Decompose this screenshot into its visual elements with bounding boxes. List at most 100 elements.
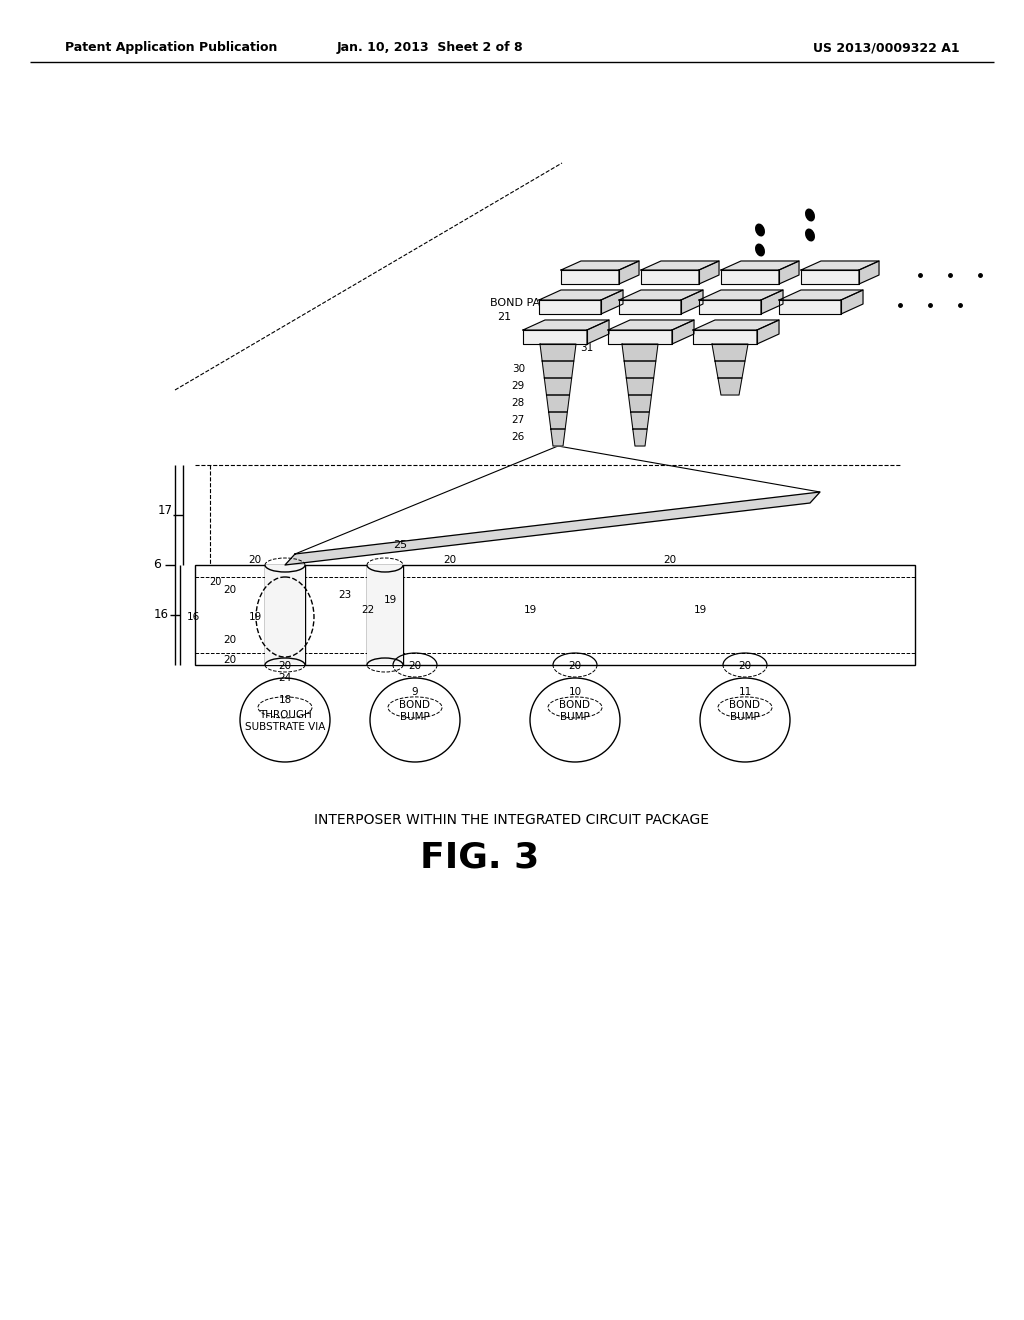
Text: 19: 19 <box>383 595 396 605</box>
Text: 22: 22 <box>361 605 375 615</box>
Text: 16: 16 <box>186 612 200 622</box>
Bar <box>195 565 915 665</box>
Text: 19: 19 <box>523 605 537 615</box>
Text: US 2013/0009322 A1: US 2013/0009322 A1 <box>813 41 961 54</box>
Polygon shape <box>618 300 681 314</box>
Text: 10: 10 <box>568 686 582 697</box>
Text: 20: 20 <box>409 661 422 671</box>
Text: 23: 23 <box>338 590 351 601</box>
Polygon shape <box>699 300 761 314</box>
Polygon shape <box>627 378 653 395</box>
Text: 27: 27 <box>512 414 525 425</box>
Text: 20: 20 <box>223 635 237 645</box>
Polygon shape <box>693 319 779 330</box>
Text: BUMP: BUMP <box>560 711 590 722</box>
Polygon shape <box>561 271 618 284</box>
Polygon shape <box>539 290 623 300</box>
Text: 28: 28 <box>512 399 525 408</box>
Ellipse shape <box>806 230 814 240</box>
Text: 20: 20 <box>279 661 292 671</box>
Polygon shape <box>622 345 658 360</box>
Text: 31: 31 <box>580 343 593 352</box>
Text: 20: 20 <box>209 577 221 587</box>
Polygon shape <box>757 319 779 345</box>
Text: SUBSTRATE VIA: SUBSTRATE VIA <box>245 722 326 733</box>
Text: BOND: BOND <box>559 700 591 710</box>
Bar <box>367 565 403 665</box>
Text: 20: 20 <box>664 554 677 565</box>
Polygon shape <box>859 261 879 284</box>
Polygon shape <box>618 261 639 284</box>
Polygon shape <box>539 300 601 314</box>
Ellipse shape <box>700 678 790 762</box>
Text: FIG. 3: FIG. 3 <box>421 841 540 875</box>
Text: THROUGH: THROUGH <box>259 710 311 719</box>
Text: 19: 19 <box>693 605 707 615</box>
Polygon shape <box>633 429 647 446</box>
Polygon shape <box>631 412 649 429</box>
Polygon shape <box>672 319 694 345</box>
Ellipse shape <box>756 224 764 236</box>
Text: 20: 20 <box>249 554 261 565</box>
Polygon shape <box>641 261 719 271</box>
Polygon shape <box>608 330 672 345</box>
Polygon shape <box>587 319 609 345</box>
Text: INTERPOSER WITHIN THE INTEGRATED CIRCUIT PACKAGE: INTERPOSER WITHIN THE INTEGRATED CIRCUIT… <box>314 813 710 828</box>
Polygon shape <box>761 290 783 314</box>
Polygon shape <box>551 429 565 446</box>
Polygon shape <box>712 345 748 360</box>
Text: 20: 20 <box>223 585 237 595</box>
Text: BOND: BOND <box>399 700 430 710</box>
Polygon shape <box>523 319 609 330</box>
Polygon shape <box>779 290 863 300</box>
Polygon shape <box>523 330 587 345</box>
Polygon shape <box>601 290 623 314</box>
Text: 16: 16 <box>154 609 169 622</box>
Polygon shape <box>779 300 841 314</box>
Text: 20: 20 <box>223 655 237 665</box>
Text: 21: 21 <box>497 312 511 322</box>
Text: BOND: BOND <box>729 700 761 710</box>
Polygon shape <box>641 271 699 284</box>
Polygon shape <box>629 395 651 412</box>
Ellipse shape <box>530 678 620 762</box>
Polygon shape <box>561 261 639 271</box>
Text: 30: 30 <box>512 364 525 374</box>
Polygon shape <box>699 261 719 284</box>
Ellipse shape <box>806 209 814 220</box>
Polygon shape <box>542 360 573 378</box>
Text: 9: 9 <box>412 686 419 697</box>
Bar <box>265 565 305 665</box>
Polygon shape <box>715 360 745 378</box>
Text: 6: 6 <box>153 558 161 572</box>
Text: 20: 20 <box>568 661 582 671</box>
Polygon shape <box>618 290 703 300</box>
Polygon shape <box>721 261 799 271</box>
Text: BOND PAD: BOND PAD <box>490 298 549 308</box>
Polygon shape <box>779 261 799 284</box>
Polygon shape <box>681 290 703 314</box>
Text: 29: 29 <box>512 381 525 391</box>
Ellipse shape <box>756 244 764 256</box>
Text: Jan. 10, 2013  Sheet 2 of 8: Jan. 10, 2013 Sheet 2 of 8 <box>337 41 523 54</box>
Polygon shape <box>841 290 863 314</box>
Text: 18: 18 <box>279 696 292 705</box>
Text: 20: 20 <box>738 661 752 671</box>
Text: 20: 20 <box>443 554 457 565</box>
Text: BUMP: BUMP <box>730 711 760 722</box>
Text: BUMP: BUMP <box>400 711 430 722</box>
Polygon shape <box>625 360 655 378</box>
Polygon shape <box>549 412 567 429</box>
Text: 19: 19 <box>249 612 261 622</box>
Polygon shape <box>545 378 571 395</box>
Text: 25: 25 <box>393 540 408 550</box>
Ellipse shape <box>370 678 460 762</box>
Polygon shape <box>721 271 779 284</box>
Text: 26: 26 <box>512 432 525 442</box>
Polygon shape <box>699 290 783 300</box>
Text: 24: 24 <box>279 673 292 682</box>
Polygon shape <box>801 271 859 284</box>
Text: Patent Application Publication: Patent Application Publication <box>65 41 278 54</box>
Polygon shape <box>608 319 694 330</box>
Polygon shape <box>540 345 575 360</box>
